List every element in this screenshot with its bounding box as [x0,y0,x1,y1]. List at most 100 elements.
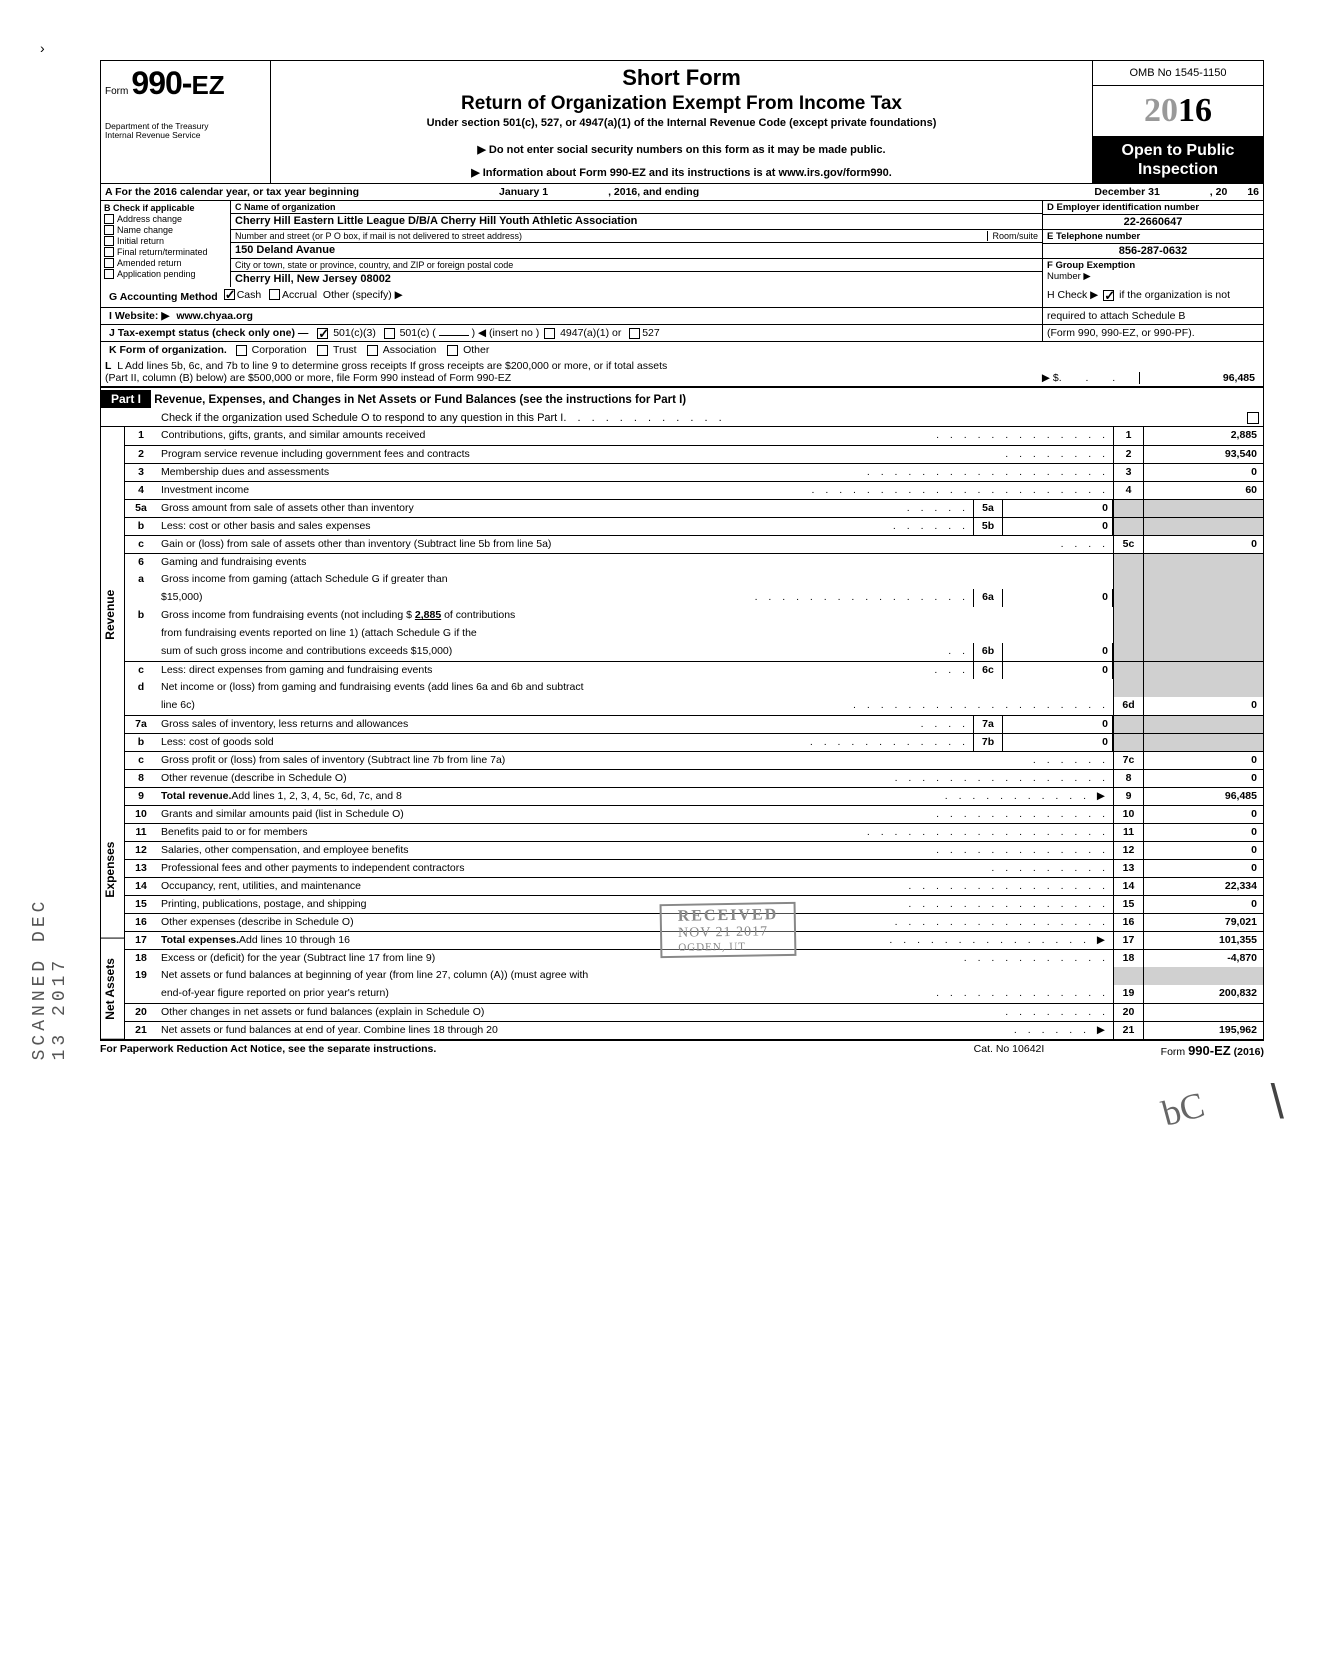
line-1: 1Contributions, gifts, grants, and simil… [125,427,1263,445]
i-label: I Website: ▶ [105,308,173,324]
line-3-desc: Membership dues and assessments [161,466,329,479]
cb-schedule-o-part1[interactable] [1247,412,1259,424]
h-text3: required to attach Schedule B [1043,308,1263,324]
line-6b-val: 0 [1003,643,1113,661]
b-item-2: Initial return [117,236,164,246]
line-11-val: 0 [1143,824,1263,841]
part1-header-row: Part I Revenue, Expenses, and Changes in… [100,387,1264,427]
line-9-desc: Add lines 1, 2, 3, 4, 5c, 6d, 7c, and 8 [231,790,401,803]
line-16: 16Other expenses (describe in Schedule O… [125,913,1263,931]
b-item-3: Final return/terminated [117,247,208,257]
c-name-label: C Name of organization [235,202,336,212]
h-check-label: H Check ▶ [1047,289,1098,301]
cb-accrual[interactable] [269,289,280,300]
cb-cash[interactable] [224,289,235,300]
line-18-desc: Excess or (deficit) for the year (Subtra… [161,952,435,965]
line-7a-desc: Gross sales of inventory, less returns a… [161,718,408,731]
row-a-20: , 20 [1210,186,1228,198]
line-6d-d1: Net income or (loss) from gaming and fun… [161,681,584,693]
line-15-val: 0 [1143,896,1263,913]
line-10-desc: Grants and similar amounts paid (list in… [161,808,404,821]
col-b-check-applicable: B Check if applicable Address change Nam… [101,201,231,287]
title-short-form: Short Form [277,65,1086,91]
line-15-desc: Printing, publications, postage, and shi… [161,898,366,911]
row-a-begin: January 1 [499,186,548,198]
c-room-label: Room/suite [987,231,1038,241]
line-6b-amt: 2,885 [415,609,441,621]
line-7a: 7aGross sales of inventory, less returns… [125,715,1263,733]
line-5a-val: 0 [1003,500,1113,517]
line-18: 18Excess or (deficit) for the year (Subt… [125,949,1263,967]
cb-final-return[interactable] [104,247,114,257]
footer-paperwork: For Paperwork Reduction Act Notice, see … [100,1043,934,1058]
stray-backslash: \ [1271,1075,1284,1130]
public-line1: Open to Public [1122,142,1235,159]
line-9-val: 96,485 [1143,788,1263,805]
c-city-label: City or town, state or province, country… [235,260,513,270]
line-19: 19Net assets or fund balances at beginni… [125,967,1263,985]
line-20-val [1143,1004,1263,1021]
b-item-4: Amended return [117,258,182,268]
line-10: 10Grants and similar amounts paid (list … [125,805,1263,823]
cb-address-change[interactable] [104,214,114,224]
cb-501c3[interactable] [317,328,328,339]
year-prefix: 20 [1144,92,1178,129]
line-6b-row2: from fundraising events reported on line… [125,625,1263,643]
line-6d-d2: line 6c) [161,699,195,713]
line-19-val: 200,832 [1143,985,1263,1003]
h-text2: if the organization is not [1119,289,1230,301]
g-accrual: Accrual [282,289,317,305]
cb-amended[interactable] [104,258,114,268]
line-6b: bGross income from fundraising events (n… [125,607,1263,625]
cb-other-org[interactable] [447,345,458,356]
line-6d-row2: line 6c) . . . . . . . . . . . . . . . .… [125,697,1263,715]
row-a-end-month: December 31 [1094,186,1159,198]
cb-corporation[interactable] [236,345,247,356]
org-name-value: Cherry Hill Eastern Little League D/B/A … [231,214,1042,230]
omb-number: OMB No 1545-1150 [1093,61,1263,86]
cb-501c[interactable] [384,328,395,339]
line-21: 21Net assets or fund balances at end of … [125,1021,1263,1039]
line-15: 15Printing, publications, postage, and s… [125,895,1263,913]
cb-app-pending[interactable] [104,269,114,279]
form-990ez-page1: › SCANNED DEC 13 2017 Form 990-EZ Depart… [100,60,1264,1060]
part1-check-text: Check if the organization used Schedule … [161,412,563,424]
handwritten-initials: bC [1157,1084,1208,1135]
line-8-val: 0 [1143,770,1263,787]
f-group-number: Number ▶ [1047,271,1091,282]
line-8: 8Other revenue (describe in Schedule O) … [125,769,1263,787]
h-text4: (Form 990, 990-EZ, or 990-PF). [1043,325,1263,341]
ssn-warning: ▶ Do not enter social security numbers o… [277,143,1086,156]
k-assoc: Association [383,344,437,356]
line-6a-d1: Gross income from gaming (attach Schedul… [161,573,448,585]
line-7a-val: 0 [1003,716,1113,733]
cb-association[interactable] [367,345,378,356]
line-3: 3Membership dues and assessments . . . .… [125,463,1263,481]
g-label: G Accounting Method [105,289,222,305]
line-17-desc: Add lines 10 through 16 [239,934,350,947]
line-19-d1: Net assets or fund balances at beginning… [161,969,588,981]
cb-4947[interactable] [544,328,555,339]
header-right-block: OMB No 1545-1150 2016 Open to Public Ins… [1093,61,1263,183]
line-12-val: 0 [1143,842,1263,859]
line-2-desc: Program service revenue including govern… [161,448,470,461]
cb-trust[interactable] [317,345,328,356]
d-ein-value: 22-2660647 [1043,215,1263,230]
line-4-val: 60 [1143,482,1263,499]
cb-initial-return[interactable] [104,236,114,246]
line-6a: aGross income from gaming (attach Schedu… [125,571,1263,589]
cb-name-change[interactable] [104,225,114,235]
row-a-left: A For the 2016 calendar year, or tax yea… [105,186,359,198]
line-4-desc: Investment income [161,484,249,497]
line-6b-d4: sum of such gross income and contributio… [161,645,452,659]
line-6a-d2: $15,000) [161,591,202,605]
e-phone-value: 856-287-0632 [1043,244,1263,259]
j-label: J Tax-exempt status (check only one) — [105,325,312,341]
cb-h-not-required[interactable] [1103,290,1114,301]
l-arrow: ▶ $ [1042,372,1059,384]
cb-527[interactable] [629,328,640,339]
col-def: D Employer identification number 22-2660… [1043,201,1263,287]
row-a-tax-year: A For the 2016 calendar year, or tax yea… [100,183,1264,201]
k-label: K Form of organization. [105,342,231,358]
line-19-row2: end-of-year figure reported on prior yea… [125,985,1263,1003]
